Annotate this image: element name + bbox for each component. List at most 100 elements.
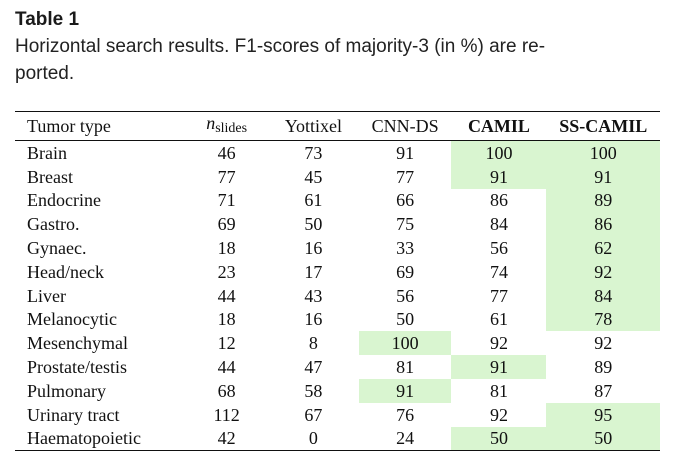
cell-tumor-type: Gastro. bbox=[27, 214, 80, 235]
cell-camil: 84 bbox=[489, 214, 508, 235]
cell-n-slides: 69 bbox=[217, 214, 236, 235]
cell-ss-camil: 100 bbox=[546, 140, 660, 165]
cell-ss-camil: 50 bbox=[546, 426, 660, 452]
header-n-subscript: slides bbox=[215, 121, 248, 136]
cell-n-slides: 18 bbox=[217, 238, 236, 259]
table-row: Breast 77 45 77 91 91 bbox=[15, 164, 660, 189]
table-row: Endocrine 71 61 66 86 89 bbox=[15, 188, 660, 213]
cell-n-slides: 44 bbox=[217, 285, 236, 306]
table-row: Urinary tract 112 67 76 92 95 bbox=[15, 402, 660, 427]
cell-n-slides: 46 bbox=[217, 142, 236, 163]
cell-tumor-type: Pulmonary bbox=[27, 380, 106, 401]
cell-cnn-ds: 81 bbox=[396, 357, 415, 378]
cell-camil: 91 bbox=[451, 355, 547, 379]
cell-tumor-type: Head/neck bbox=[27, 261, 104, 282]
table-caption: Table 1 Horizontal search results. F1-sc… bbox=[15, 6, 660, 87]
cell-yottixel: 16 bbox=[304, 309, 323, 330]
cell-cnn-ds: 24 bbox=[358, 426, 452, 452]
header-yottixel: Yottixel bbox=[267, 111, 359, 141]
cell-tumor-type: Melanocytic bbox=[27, 309, 117, 330]
header-row: Tumor type nslides Yottixel CNN-DS CAMIL… bbox=[15, 111, 660, 141]
table-row: Prostate/testis 44 47 81 91 89 bbox=[15, 355, 660, 379]
cell-camil: 92 bbox=[489, 333, 508, 354]
table-label: Table 1 bbox=[15, 9, 80, 30]
cell-cnn-ds: 50 bbox=[396, 309, 415, 330]
cell-tumor-type: Liver bbox=[27, 285, 66, 306]
caption-line-2: ported. bbox=[15, 63, 75, 84]
cell-ss-camil: 92 bbox=[594, 333, 613, 354]
table-row: Gynaec. 18 16 33 56 62 bbox=[15, 236, 660, 260]
cell-yottixel: 61 bbox=[304, 190, 323, 211]
cell-ss-camil: 89 bbox=[546, 188, 660, 213]
table-row: Mesenchymal 12 8 100 92 92 bbox=[15, 331, 660, 356]
cell-n-slides: 112 bbox=[213, 404, 240, 425]
cell-ss-camil: 78 bbox=[546, 307, 660, 332]
cell-cnn-ds: 56 bbox=[396, 285, 415, 306]
cell-ss-camil: 92 bbox=[546, 259, 660, 284]
header-cnn-ds: CNN-DS bbox=[358, 111, 452, 141]
header-tumor-type: Tumor type bbox=[15, 111, 186, 141]
cell-camil: 86 bbox=[489, 190, 508, 211]
cell-cnn-ds: 69 bbox=[396, 261, 415, 282]
cell-yottixel: 17 bbox=[304, 261, 323, 282]
table-row: Liver 44 43 56 77 84 bbox=[15, 283, 660, 308]
cell-yottixel: 50 bbox=[304, 214, 323, 235]
cell-cnn-ds: 77 bbox=[396, 166, 415, 187]
cell-cnn-ds: 76 bbox=[396, 404, 415, 425]
cell-camil: 92 bbox=[489, 404, 508, 425]
table-row: Gastro. 69 50 75 84 86 bbox=[15, 212, 660, 237]
cell-ss-camil: 86 bbox=[546, 212, 660, 237]
table-row: Brain 46 73 91 100 100 bbox=[15, 140, 660, 165]
cell-camil: 100 bbox=[451, 140, 547, 165]
results-table: Tumor type nslides Yottixel CNN-DS CAMIL… bbox=[15, 111, 660, 452]
table-header: Tumor type nslides Yottixel CNN-DS CAMIL… bbox=[15, 111, 660, 141]
cell-cnn-ds: 33 bbox=[396, 238, 415, 259]
cell-cnn-ds: 75 bbox=[396, 214, 415, 235]
cell-camil: 61 bbox=[489, 309, 508, 330]
cell-ss-camil: 62 bbox=[546, 236, 660, 260]
cell-ss-camil: 87 bbox=[594, 380, 613, 401]
header-n-symbol: n bbox=[206, 113, 216, 133]
cell-tumor-type: Prostate/testis bbox=[27, 357, 127, 378]
cell-ss-camil: 91 bbox=[546, 164, 660, 189]
cell-ss-camil: 89 bbox=[594, 357, 613, 378]
cell-yottixel: 47 bbox=[304, 357, 323, 378]
table-row: Haematopoietic 42 0 24 50 50 bbox=[15, 426, 660, 452]
cell-cnn-ds: 91 bbox=[396, 142, 415, 163]
table-row: Pulmonary 68 58 91 81 87 bbox=[15, 378, 660, 403]
table-body: Brain 46 73 91 100 100 Breast 77 45 77 91 91 Endocri… bbox=[15, 140, 660, 452]
cell-n-slides: 44 bbox=[217, 357, 236, 378]
cell-n-slides: 12 bbox=[217, 333, 236, 354]
cell-ss-camil: 95 bbox=[546, 402, 660, 427]
table-row: Melanocytic 18 16 50 61 78 bbox=[15, 307, 660, 332]
cell-yottixel: 58 bbox=[304, 380, 323, 401]
cell-n-slides: 71 bbox=[217, 190, 236, 211]
cell-yottixel: 73 bbox=[304, 142, 323, 163]
cell-yottixel: 45 bbox=[304, 166, 323, 187]
cell-cnn-ds: 66 bbox=[396, 190, 415, 211]
header-camil: CAMIL bbox=[451, 111, 547, 141]
cell-tumor-type: Endocrine bbox=[27, 190, 101, 211]
header-n-slides: nslides bbox=[185, 111, 268, 141]
cell-tumor-type: Breast bbox=[27, 166, 73, 187]
cell-n-slides: 42 bbox=[185, 426, 268, 452]
cell-yottixel: 0 bbox=[267, 426, 359, 452]
cell-cnn-ds: 100 bbox=[358, 331, 452, 356]
cell-tumor-type: Urinary tract bbox=[27, 404, 120, 425]
cell-yottixel: 16 bbox=[304, 238, 323, 259]
cell-camil: 91 bbox=[451, 164, 547, 189]
cell-yottixel: 8 bbox=[308, 333, 318, 354]
cell-ss-camil: 84 bbox=[546, 283, 660, 308]
cell-camil: 50 bbox=[451, 426, 547, 452]
caption-line-1: Horizontal search results. F1-scores of … bbox=[15, 36, 546, 57]
cell-tumor-type: Brain bbox=[27, 142, 67, 163]
cell-camil: 56 bbox=[489, 238, 508, 259]
cell-yottixel: 67 bbox=[304, 404, 323, 425]
cell-n-slides: 77 bbox=[217, 166, 236, 187]
cell-tumor-type: Haematopoietic bbox=[15, 426, 186, 452]
cell-camil: 77 bbox=[489, 285, 508, 306]
header-ss-camil: SS-CAMIL bbox=[546, 111, 660, 141]
cell-tumor-type: Mesenchymal bbox=[27, 333, 128, 354]
caption-text: Horizontal search results. F1-scores of … bbox=[15, 33, 660, 87]
cell-yottixel: 43 bbox=[304, 285, 323, 306]
